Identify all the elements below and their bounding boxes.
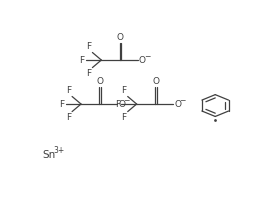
Text: O: O xyxy=(117,33,124,42)
Text: 3+: 3+ xyxy=(53,146,64,155)
Text: F: F xyxy=(86,42,91,51)
Text: F: F xyxy=(115,99,120,109)
Text: F: F xyxy=(121,86,127,95)
Text: −: − xyxy=(179,96,185,105)
Text: O: O xyxy=(118,99,126,109)
Text: F: F xyxy=(59,99,64,109)
Text: F: F xyxy=(66,86,71,95)
Text: Sn: Sn xyxy=(42,150,55,160)
Text: −: − xyxy=(123,96,130,105)
Text: O: O xyxy=(97,76,104,85)
Text: O: O xyxy=(174,99,181,109)
Text: F: F xyxy=(121,113,127,122)
Text: O: O xyxy=(152,76,159,85)
Text: F: F xyxy=(86,69,91,78)
Text: F: F xyxy=(79,56,85,65)
Text: F: F xyxy=(66,113,71,122)
Text: O: O xyxy=(139,56,146,65)
Text: −: − xyxy=(144,52,150,61)
